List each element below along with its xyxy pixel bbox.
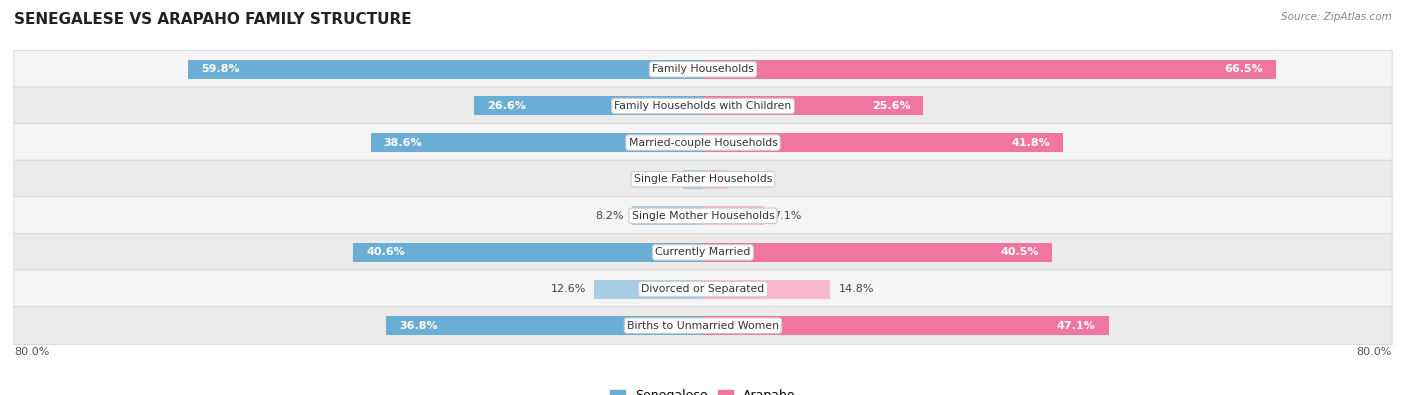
- Bar: [703, 170, 728, 189]
- FancyBboxPatch shape: [14, 307, 1392, 345]
- Bar: [703, 316, 1108, 335]
- Bar: [703, 96, 924, 115]
- Bar: [703, 133, 1063, 152]
- FancyBboxPatch shape: [14, 270, 1392, 308]
- Text: Divorced or Separated: Divorced or Separated: [641, 284, 765, 294]
- Text: 59.8%: 59.8%: [201, 64, 239, 74]
- FancyBboxPatch shape: [14, 160, 1392, 198]
- FancyBboxPatch shape: [14, 87, 1392, 125]
- Bar: [633, 206, 703, 225]
- Text: 7.1%: 7.1%: [773, 211, 801, 221]
- Bar: [353, 243, 703, 262]
- Bar: [387, 316, 703, 335]
- Text: Currently Married: Currently Married: [655, 247, 751, 258]
- Text: 26.6%: 26.6%: [486, 101, 526, 111]
- Legend: Senegalese, Arapaho: Senegalese, Arapaho: [606, 384, 800, 395]
- Bar: [703, 280, 831, 299]
- Text: 66.5%: 66.5%: [1225, 64, 1263, 74]
- Text: 25.6%: 25.6%: [872, 101, 911, 111]
- Text: Married-couple Households: Married-couple Households: [628, 137, 778, 148]
- Text: 80.0%: 80.0%: [1357, 347, 1392, 357]
- Text: Source: ZipAtlas.com: Source: ZipAtlas.com: [1281, 12, 1392, 22]
- Text: 40.5%: 40.5%: [1000, 247, 1039, 258]
- Bar: [703, 243, 1052, 262]
- Text: 36.8%: 36.8%: [399, 321, 437, 331]
- Text: 41.8%: 41.8%: [1011, 137, 1050, 148]
- Text: Family Households: Family Households: [652, 64, 754, 74]
- FancyBboxPatch shape: [14, 197, 1392, 235]
- Text: 38.6%: 38.6%: [384, 137, 422, 148]
- Bar: [703, 206, 763, 225]
- Text: 8.2%: 8.2%: [595, 211, 624, 221]
- Text: Births to Unmarried Women: Births to Unmarried Women: [627, 321, 779, 331]
- Bar: [703, 60, 1275, 79]
- FancyBboxPatch shape: [14, 233, 1392, 271]
- Bar: [371, 133, 703, 152]
- Text: 40.6%: 40.6%: [367, 247, 405, 258]
- Text: 14.8%: 14.8%: [839, 284, 875, 294]
- Text: Single Mother Households: Single Mother Households: [631, 211, 775, 221]
- Bar: [683, 170, 703, 189]
- Bar: [474, 96, 703, 115]
- Text: 2.3%: 2.3%: [647, 174, 675, 184]
- FancyBboxPatch shape: [14, 50, 1392, 88]
- Bar: [188, 60, 703, 79]
- Text: Single Father Households: Single Father Households: [634, 174, 772, 184]
- Bar: [595, 280, 703, 299]
- Text: 80.0%: 80.0%: [14, 347, 49, 357]
- Text: Family Households with Children: Family Households with Children: [614, 101, 792, 111]
- Text: 47.1%: 47.1%: [1057, 321, 1095, 331]
- FancyBboxPatch shape: [14, 124, 1392, 162]
- Text: 12.6%: 12.6%: [551, 284, 586, 294]
- Text: 2.9%: 2.9%: [737, 174, 765, 184]
- Text: SENEGALESE VS ARAPAHO FAMILY STRUCTURE: SENEGALESE VS ARAPAHO FAMILY STRUCTURE: [14, 12, 412, 27]
